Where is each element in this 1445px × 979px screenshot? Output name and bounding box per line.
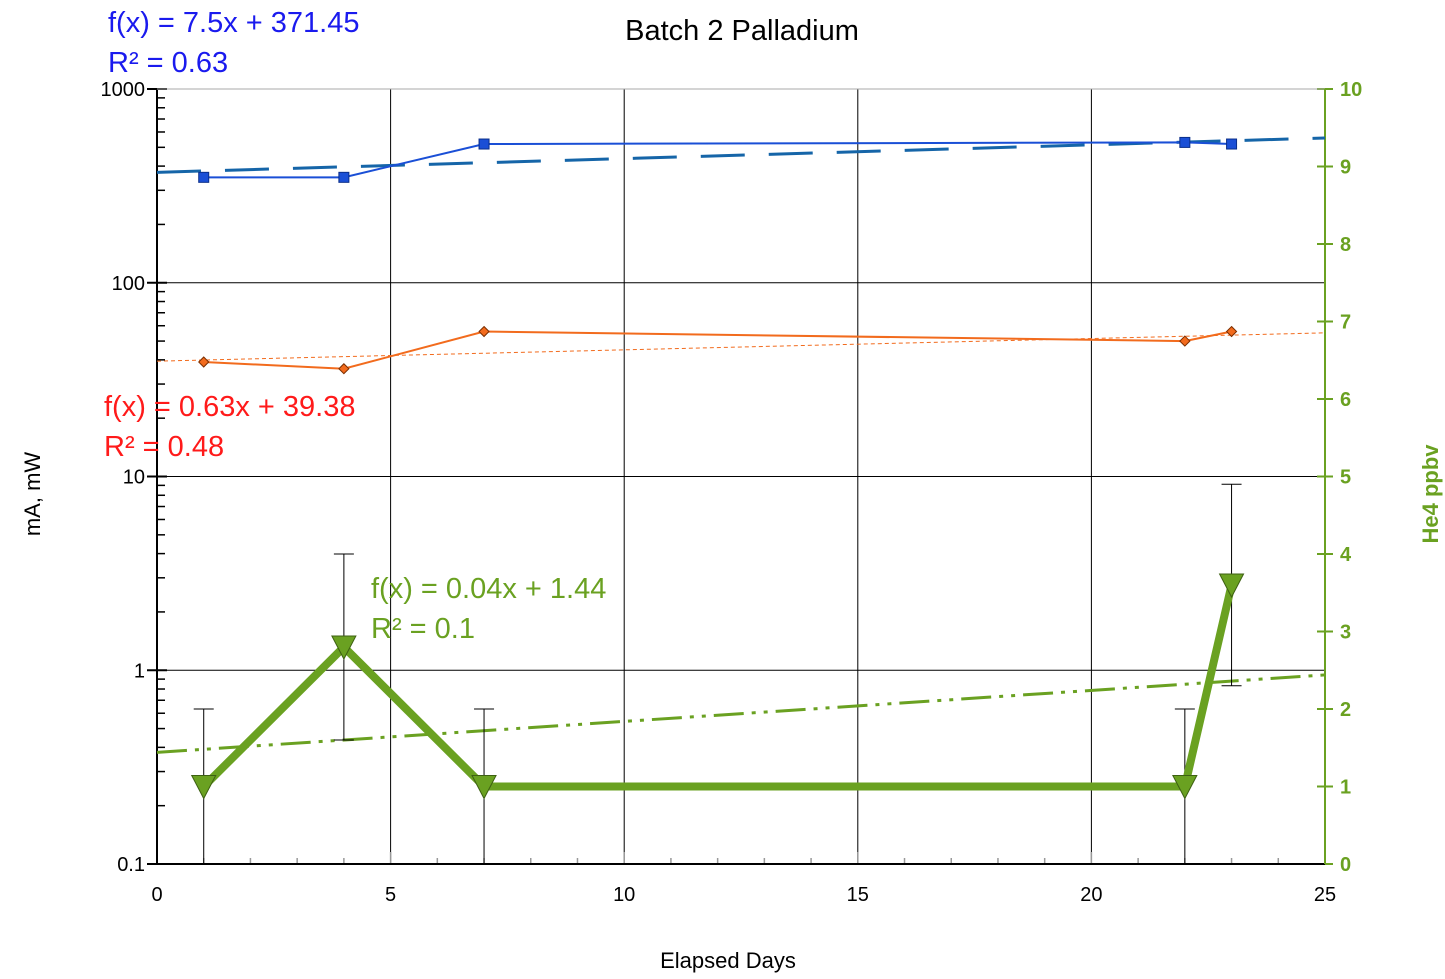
green-series-line <box>200 584 1236 791</box>
green-series-point <box>190 775 217 800</box>
blue-series-point <box>478 138 490 150</box>
x-tick-label: 20 <box>1080 884 1102 906</box>
y2-tick-label: 7 <box>1340 312 1351 334</box>
green-series-point <box>331 635 357 661</box>
y2-tick-label: 1 <box>1340 777 1351 799</box>
y-axis-label: mA, mW <box>20 452 45 537</box>
y2-tick-label: 8 <box>1340 234 1351 256</box>
y-tick-label: 0.1 <box>117 854 145 876</box>
y-tick-label: 10 <box>123 467 145 489</box>
x-axis-label: Elapsed Days <box>660 948 796 973</box>
labels: Batch 2 Palladium Elapsed Days mA, mW He… <box>20 7 1443 973</box>
x-tick-label: 5 <box>385 884 396 906</box>
blue-series-point <box>1226 138 1238 150</box>
y2-tick-label: 6 <box>1340 389 1351 411</box>
y-tick-label: 1000 <box>101 79 146 101</box>
y2-tick-label: 9 <box>1340 157 1351 179</box>
x-tick-label: 25 <box>1314 884 1336 906</box>
y2-tick-label: 3 <box>1340 622 1351 644</box>
y-tick-label: 1 <box>134 660 145 682</box>
blue-series-point <box>198 171 210 183</box>
orange-series-point <box>1179 335 1191 347</box>
blue-series-point <box>338 171 350 183</box>
green-series-point <box>1218 573 1245 599</box>
orange-series-point <box>1225 325 1238 338</box>
orange-series-point <box>198 356 210 368</box>
y2-tick-label: 4 <box>1340 544 1352 566</box>
series <box>190 136 1245 865</box>
blue-trend-equation: f(x) = 7.5x + 371.45 <box>108 7 359 39</box>
orange-trendline <box>156 332 1326 362</box>
green-trend-equation: f(x) = 0.04x + 1.44 <box>371 573 606 605</box>
orange-series-point <box>338 363 350 375</box>
blue-series-line <box>203 141 1232 179</box>
green-trendline <box>156 673 1326 754</box>
blue-trend-r2: R² = 0.63 <box>108 47 228 79</box>
chart-title: Batch 2 Palladium <box>625 15 859 47</box>
orange-series-line <box>203 330 1232 370</box>
y2-tick-label: 0 <box>1340 854 1351 876</box>
trendlines <box>156 136 1326 754</box>
red-trend-equation: f(x) = 0.63x + 39.38 <box>104 391 355 423</box>
orange-series-point <box>478 325 490 338</box>
x-tick-label: 15 <box>847 884 869 906</box>
y2-axis-label: He4 ppbv <box>1418 444 1443 544</box>
y-tick-label: 100 <box>112 273 145 295</box>
green-series-point <box>1172 775 1198 800</box>
y2-tick-label: 10 <box>1340 79 1362 101</box>
red-trend-r2: R² = 0.48 <box>104 431 224 463</box>
blue-trendline <box>156 136 1326 174</box>
axes: 0 5 10 15 20 25 0.1 1 10 100 1000 0 1 2 3 4 5 6 7 8 9 10 <box>101 79 1363 906</box>
green-trend-r2: R² = 0.1 <box>371 613 475 645</box>
x-tick-label: 0 <box>151 884 162 906</box>
grid <box>157 89 1325 864</box>
blue-series-point <box>1179 136 1191 148</box>
y2-tick-label: 2 <box>1340 699 1351 721</box>
y2-tick-label: 5 <box>1340 467 1351 489</box>
green-series-point <box>471 775 497 800</box>
x-tick-label: 10 <box>613 884 635 906</box>
